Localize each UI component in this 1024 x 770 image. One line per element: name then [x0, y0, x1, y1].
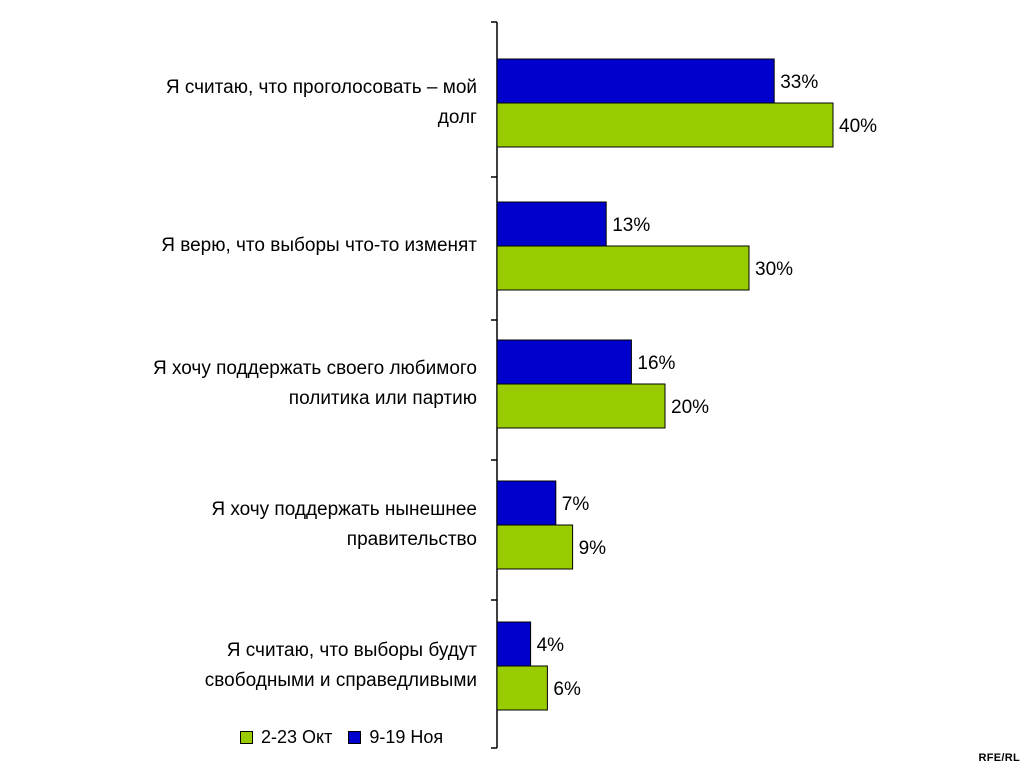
bar-oct-3 — [496, 524, 574, 570]
legend-label-oct: 2-23 Окт — [261, 727, 333, 747]
bar-nov-0 — [496, 58, 775, 104]
bar-nov-1 — [496, 201, 607, 247]
data-label-nov-3: 7% — [562, 494, 590, 515]
legend-swatch-oct — [240, 731, 253, 744]
category-label-line: правительство — [346, 529, 477, 550]
source-credit: RFE/RL — [978, 752, 1020, 764]
data-label-oct-2: 20% — [671, 397, 709, 418]
data-label-oct-0: 40% — [839, 116, 877, 137]
category-label-line: долг — [437, 107, 477, 128]
data-label-nov-4: 4% — [537, 635, 565, 656]
category-label-line: Я хочу поддержать своего любимого — [152, 358, 477, 379]
category-label-2: Я хочу поддержать своего любимого политик… — [57, 354, 477, 414]
category-label-line: Я считаю, что проголосовать – мой — [165, 77, 477, 98]
data-label-oct-3: 9% — [579, 538, 607, 559]
bar-nov-4 — [496, 621, 532, 667]
bar-nov-3 — [496, 480, 557, 526]
bar-oct-0 — [496, 102, 834, 148]
category-label-line: Я считаю, что выборы будут — [226, 640, 477, 661]
category-label-3: Я хочу поддержать нынешнее правительство — [57, 495, 477, 555]
legend-label-nov: 9-19 Ноя — [369, 727, 444, 747]
legend-item-oct: 2-23 Окт — [240, 727, 332, 748]
bar-oct-2 — [496, 383, 666, 429]
bar-oct-1 — [496, 245, 750, 291]
bar-nov-2 — [496, 339, 632, 385]
legend-swatch-nov — [348, 731, 362, 744]
category-label-line: политика или партию — [288, 388, 477, 409]
legend: 2-23 Окт 9-19 Ноя — [240, 727, 459, 748]
data-label-nov-0: 33% — [780, 72, 818, 93]
category-label-line: Я верю, что выборы что-то изменят — [161, 235, 477, 256]
category-label-line: Я хочу поддержать нынешнее — [211, 499, 477, 520]
legend-item-nov: 9-19 Ноя — [348, 727, 443, 748]
category-label-line: свободными и справедливыми — [204, 670, 477, 691]
bar-oct-4 — [496, 665, 548, 711]
data-label-nov-2: 16% — [637, 353, 675, 374]
data-label-oct-4: 6% — [553, 679, 581, 700]
category-label-0: Я считаю, что проголосовать – мой долг — [57, 73, 477, 133]
category-label-4: Я считаю, что выборы будут свободными и с… — [57, 636, 477, 696]
data-label-oct-1: 30% — [755, 259, 793, 280]
data-label-nov-1: 13% — [612, 215, 650, 236]
category-label-1: Я верю, что выборы что-то изменят — [57, 231, 477, 261]
